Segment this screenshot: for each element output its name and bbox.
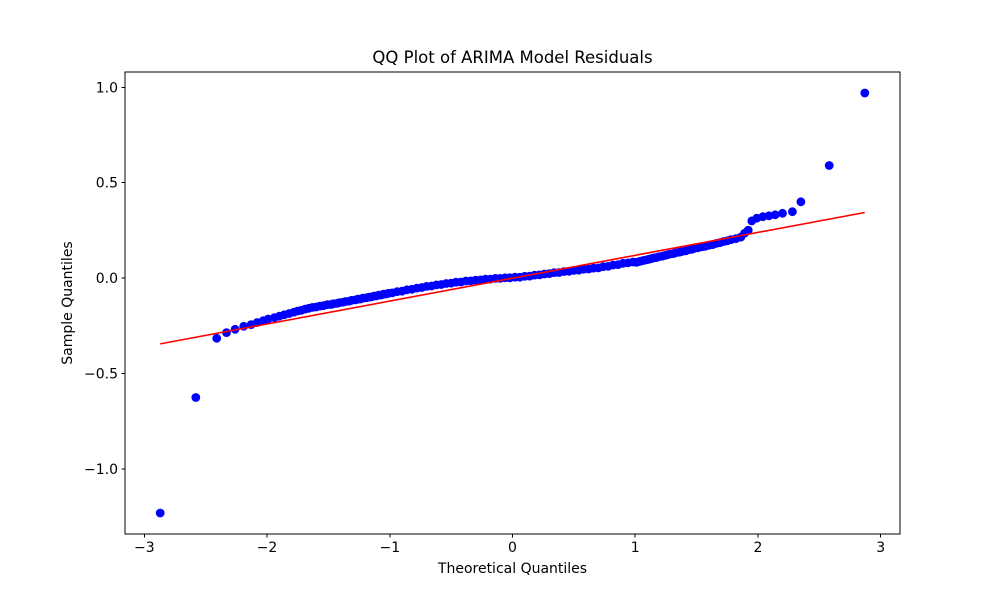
data-point [788, 207, 797, 217]
axes-frame [124, 71, 901, 535]
data-point [778, 208, 787, 218]
y-tick-label: 1.0 [96, 80, 118, 96]
y-tick-label: 0.0 [96, 271, 118, 287]
data-point [155, 508, 165, 518]
x-tick-label: 0 [508, 540, 517, 556]
x-tick-label: −2 [257, 540, 278, 556]
data-point [860, 88, 870, 98]
y-tick-label: 0.5 [96, 176, 118, 192]
x-tick-label: 2 [754, 540, 763, 556]
data-point [212, 333, 222, 343]
x-tick-label: −1 [379, 540, 400, 556]
data-point [191, 393, 201, 402]
x-tick-label: 1 [631, 540, 640, 556]
data-point [796, 197, 806, 207]
y-axis-label: Sample Quantiles [60, 241, 76, 365]
y-tick-label: −0.5 [84, 367, 118, 383]
data-point [770, 210, 780, 220]
reference-line [160, 211, 865, 345]
x-axis-label: Theoretical Quantiles [437, 561, 588, 577]
data-point [824, 161, 834, 170]
x-tick-label: 3 [876, 540, 885, 556]
chart-title: QQ Plot of ARIMA Model Residuals [372, 48, 653, 67]
x-tick-label: −3 [134, 540, 155, 556]
y-tick-label: −1.0 [84, 462, 118, 478]
data-point [743, 225, 753, 235]
